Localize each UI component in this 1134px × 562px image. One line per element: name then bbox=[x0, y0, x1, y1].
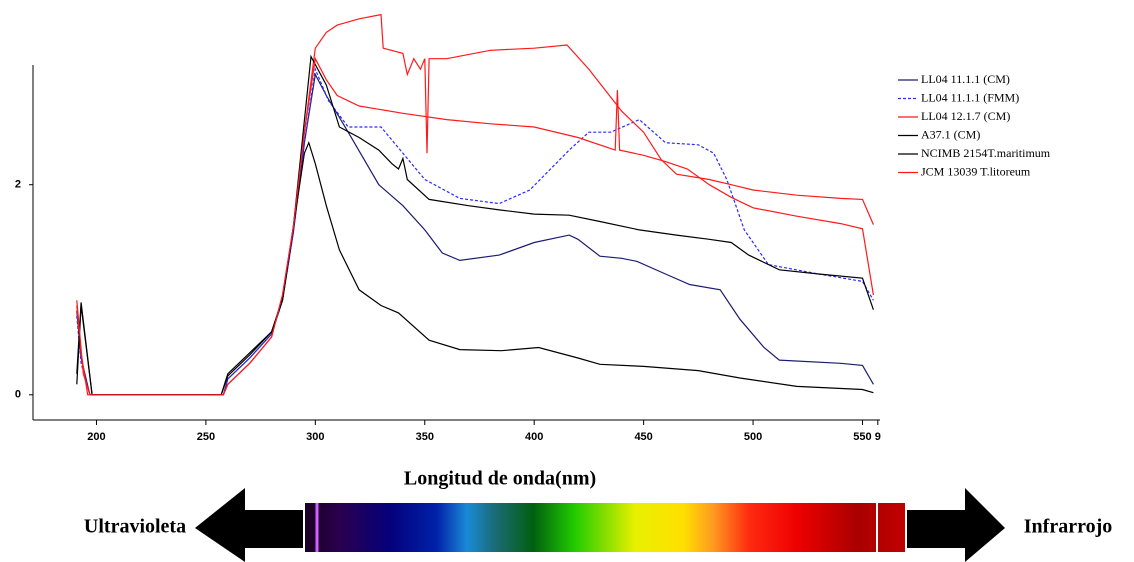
legend-label: LL04 11.1.1 (CM) bbox=[921, 72, 1010, 86]
legend-label: LL04 11.1.1 (FMM) bbox=[921, 90, 1019, 104]
series-line bbox=[76, 13, 874, 396]
x-tick-label: 300 bbox=[306, 431, 324, 443]
y-tick-label: 0 bbox=[15, 389, 21, 401]
series-line bbox=[76, 56, 874, 396]
x-tick-label: 250 bbox=[197, 431, 215, 443]
spectrum-bar bbox=[305, 503, 905, 552]
annotation: Ultravioleta bbox=[84, 516, 186, 538]
arrow-left bbox=[195, 488, 303, 562]
x-axis-title: Longitud de onda(nm) bbox=[404, 468, 596, 490]
x-tick-label: 500 bbox=[744, 431, 762, 443]
x-tick-label: 400 bbox=[525, 431, 543, 443]
legend-label: LL04 12.1.7 (CM) bbox=[921, 109, 1010, 123]
x-tick-label: 9 bbox=[875, 431, 881, 443]
arrow-right bbox=[907, 488, 1005, 562]
x-tick-label: 200 bbox=[87, 431, 105, 443]
series-line bbox=[76, 140, 874, 396]
legend-label: A37.1 (CM) bbox=[921, 127, 980, 141]
x-tick-label: 550 bbox=[853, 431, 871, 443]
x-tick-label: 450 bbox=[634, 431, 652, 443]
legend-label: NCIMB 2154T.maritimum bbox=[921, 146, 1051, 160]
series-line bbox=[76, 54, 874, 396]
annotation: Infrarrojo bbox=[1024, 516, 1113, 538]
series-line bbox=[76, 66, 874, 396]
legend-label: JCM 13039 T.litoreum bbox=[921, 164, 1031, 178]
x-tick-label: 350 bbox=[416, 431, 434, 443]
y-tick-label: 2 bbox=[15, 179, 21, 191]
